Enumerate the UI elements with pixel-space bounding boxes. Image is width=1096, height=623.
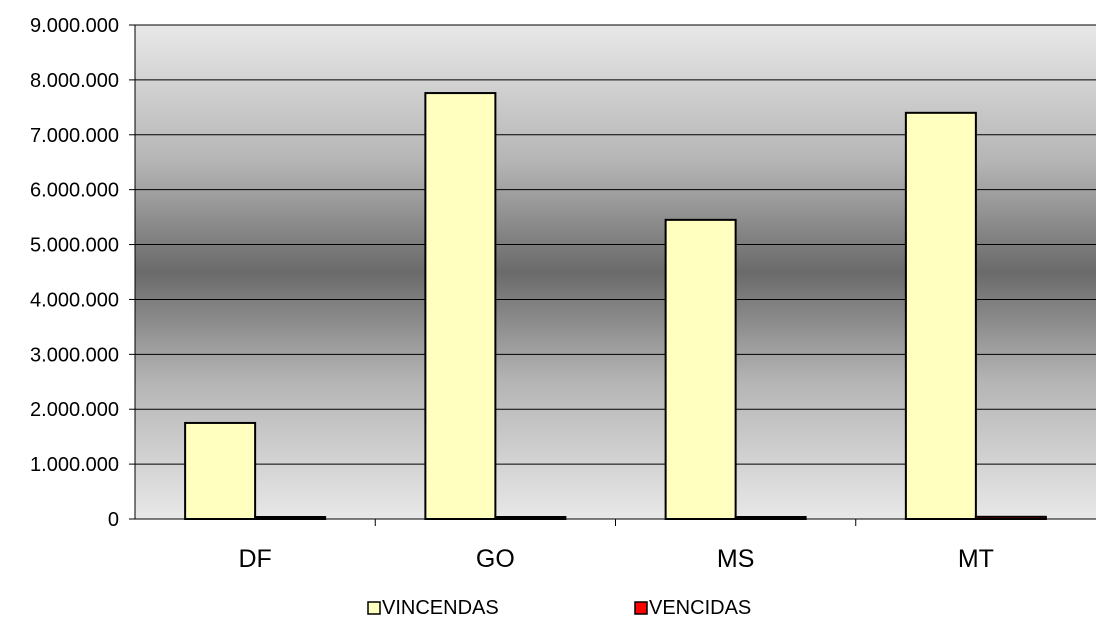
y-tick-label: 4.000.000 (30, 289, 119, 311)
bar-vincendas-mt (904, 111, 977, 520)
legend-label-vencidas: VENCIDAS (649, 597, 751, 619)
bars (184, 92, 1047, 521)
axes (129, 24, 1096, 526)
x-tick-label: GO (476, 545, 515, 573)
y-tick-label: 9.000.000 (30, 15, 119, 37)
bar-vincendas-df (184, 421, 257, 521)
y-tick-label: 8.000.000 (30, 70, 119, 92)
bar-vincendas-ms (664, 218, 737, 520)
y-tick-label: 0 (108, 509, 119, 531)
x-tick-label: MT (958, 545, 994, 573)
y-tick-label: 6.000.000 (30, 180, 119, 202)
bar-vincendas-go (424, 92, 497, 520)
y-tick-label: 1.000.000 (30, 454, 119, 476)
legend-label-vincendas: VINCENDAS (382, 597, 499, 619)
x-tick-labels: DF GO MS MT (238, 545, 993, 573)
y-tick-label: 5.000.000 (30, 235, 119, 257)
y-tick-label: 2.000.000 (30, 399, 119, 421)
y-tick-label: 7.000.000 (30, 125, 119, 147)
y-tick-labels: 0 1.000.000 2.000.000 3.000.000 4.000.000 5.0… (30, 15, 119, 531)
legend-swatch-vincendas (367, 601, 381, 615)
legend-swatch-vencidas (634, 601, 648, 615)
y-tick-label: 3.000.000 (30, 344, 119, 366)
legend: VINCENDAS VENCIDAS (367, 597, 751, 619)
x-tick-label: MS (717, 545, 755, 573)
x-tick-label: DF (238, 545, 271, 573)
